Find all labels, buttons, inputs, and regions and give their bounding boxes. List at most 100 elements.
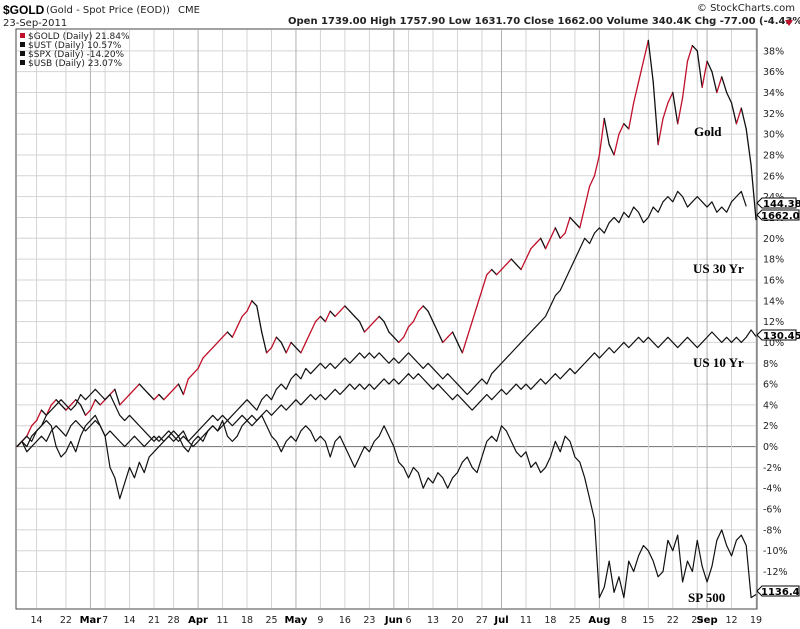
series-line-gold-segment: [358, 320, 366, 333]
series-line-gold-segment: [745, 128, 752, 167]
series-line-gold-segment: [486, 268, 493, 276]
series-line-gold-segment: [182, 378, 189, 396]
series-line-gold-segment: [79, 404, 87, 416]
chart-description: (Gold - Spot Price (EOD)): [46, 5, 170, 16]
series-line-gold-segment: [290, 341, 297, 349]
y-tick-label: 6%: [763, 380, 778, 391]
y-tick-label: 36%: [763, 67, 784, 78]
y-tick-label: -4%: [763, 484, 782, 495]
series-line-gold-segment: [378, 315, 385, 323]
series-line-gold-segment: [544, 237, 552, 250]
x-tick-label: 28: [168, 615, 180, 626]
series-line-gold-segment: [481, 274, 488, 292]
series-line-gold-segment: [388, 331, 395, 338]
series-line-gold-segment: [31, 419, 38, 427]
series-line-gold-segment: [168, 388, 175, 396]
y-tick-label: 28%: [763, 150, 784, 161]
series-line-gold-segment: [701, 60, 708, 88]
series-line-gold-segment: [373, 315, 380, 323]
series-line-gold-segment: [94, 399, 101, 406]
series-line-gold-segment: [466, 320, 473, 338]
y-tick-label: 18%: [763, 255, 784, 266]
annotation-gold: Gold: [694, 124, 722, 139]
series-line-gold-segment: [187, 373, 194, 380]
series-line-gold-segment: [476, 289, 483, 307]
svg-text:130.45: 130.45: [763, 331, 800, 342]
series-line-gold-segment: [667, 91, 674, 104]
series-line-gold-segment: [456, 341, 464, 354]
series-line-gold-segment: [740, 107, 747, 130]
series-line-gold-segment: [295, 346, 302, 354]
series-line-usb: [16, 190, 747, 448]
series-line-gold-segment: [515, 263, 522, 271]
x-tick-label: Jun: [384, 615, 403, 626]
legend-swatch: [20, 42, 25, 47]
y-tick-label: 10%: [763, 338, 784, 349]
series-line-gold-segment: [593, 154, 601, 177]
x-tick-label: 19: [750, 615, 762, 626]
series-line-gold-segment: [608, 143, 615, 156]
x-tick-label: 18: [544, 615, 556, 626]
grid-layer: [17, 30, 757, 608]
x-tick-label: 16: [339, 615, 351, 626]
x-tick-label: 9: [317, 615, 323, 626]
series-line-gold-segment: [750, 164, 757, 221]
series-line-gold-segment: [153, 393, 160, 401]
x-tick-label: May: [284, 615, 307, 626]
y-tick-label: -10%: [763, 546, 788, 557]
series-line-gold-segment: [285, 341, 292, 354]
series-line-gold-segment: [251, 300, 258, 307]
series-line-gold-segment: [491, 268, 498, 276]
y-tick-label: 30%: [763, 130, 784, 141]
chart-symbol: $GOLD: [3, 3, 45, 17]
series-line-gold-segment: [26, 425, 33, 437]
series-line-gold-segment: [721, 76, 728, 94]
series-line-gold-segment: [236, 315, 243, 328]
series-line-gold-segment: [579, 206, 586, 229]
x-tick-label: 11: [520, 615, 532, 626]
series-line-gold-segment: [319, 315, 326, 323]
last-label-usb: 144.38: [756, 197, 800, 210]
x-tick-label: 18: [241, 615, 253, 626]
series-line-gold-segment: [35, 409, 43, 422]
series-line-gold-segment: [163, 393, 170, 401]
series-line-gold-segment: [70, 399, 77, 406]
series-line-gold-segment: [270, 336, 278, 349]
series-line-gold-segment: [725, 91, 733, 104]
series-line-gold-segment: [598, 117, 605, 156]
series-line-gold-segment: [84, 409, 92, 416]
y-tick-label: 14%: [763, 296, 784, 307]
series-line-gold-segment: [535, 237, 542, 245]
series-line-gold-segment: [354, 315, 361, 323]
last-label-gold: 1662.00: [756, 209, 800, 222]
legend-swatch: [20, 33, 25, 38]
series-line-gold-segment: [711, 71, 718, 94]
series-line-gold-segment: [437, 331, 444, 344]
plot-frame: [15, 28, 758, 610]
x-tick-label: 14: [124, 615, 136, 626]
series-line-spx: [16, 414, 757, 599]
series-line-gold-segment: [412, 310, 419, 323]
series-line-gold-segment: [99, 399, 106, 406]
series-line-gold-segment: [226, 331, 233, 338]
series-line-gold-segment: [442, 336, 449, 344]
series-line-gold-segment: [305, 331, 312, 344]
annotation-sp500: SP 500: [688, 590, 725, 605]
x-tick-label: Apr: [188, 615, 208, 626]
series-line-gold-segment: [623, 123, 630, 130]
series-line-gold-segment: [652, 81, 659, 146]
y-tick-label: -12%: [763, 567, 788, 578]
series-line-gold-segment: [217, 336, 224, 344]
series-line-gold-segment: [40, 409, 48, 416]
series-line-gold-segment: [212, 341, 219, 349]
series-line-gold-segment: [368, 320, 375, 328]
series-line-gold-segment: [632, 81, 640, 104]
series-line-gold-segment: [75, 399, 82, 406]
series-line-gold-segment: [363, 326, 371, 333]
svg-text:1662.00: 1662.00: [761, 211, 800, 222]
series-line-gold-segment: [447, 331, 454, 338]
series-line-gold-segment: [451, 331, 459, 344]
x-tick-label: 12: [725, 615, 737, 626]
series-line-gold-segment: [618, 123, 625, 135]
series-line-gold-segment: [344, 305, 351, 312]
